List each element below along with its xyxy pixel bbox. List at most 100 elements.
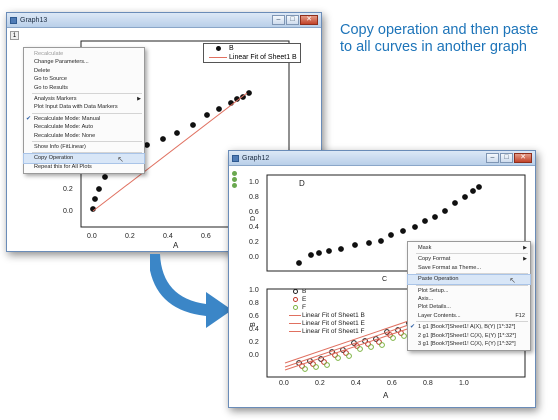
data-point-d	[366, 240, 372, 246]
data-point-e	[354, 343, 360, 349]
data-point-e	[387, 332, 393, 338]
graph13-menu-item[interactable]: Go to Results	[24, 84, 144, 92]
maximize-button[interactable]: □	[286, 15, 299, 25]
graph12-menu-item[interactable]: 2 g1 [Book7]Sheet1! C(X), E(Y) [1*:32*]	[408, 332, 530, 340]
menu-item-label: Recalculate Mode: Auto	[34, 124, 94, 131]
data-point-e	[343, 350, 349, 356]
graph12-menu-item[interactable]: Plot Details...	[408, 303, 530, 311]
graph13-xlabel: A	[173, 241, 179, 250]
data-point-d	[352, 242, 358, 248]
tick-label: 0.6	[249, 209, 259, 216]
menu-item-label: Layer Contents...	[418, 312, 461, 319]
graph13-menu-item[interactable]: Plot Input Data with Data Markers	[24, 103, 144, 111]
graph12-menu-item[interactable]: Mask ▶	[408, 244, 530, 252]
graph12-menu-item[interactable]: Axis...	[408, 295, 530, 303]
data-point-f	[368, 344, 374, 350]
graph12-menu-item[interactable]: Plot Setup...	[408, 287, 530, 295]
data-point-f	[313, 364, 319, 370]
data-point-d	[338, 246, 344, 252]
data-point-d	[296, 260, 302, 266]
close-button[interactable]: ✕	[300, 15, 318, 25]
graph13-menu-item[interactable]: ✔ Recalculate Mode: Manual	[24, 115, 144, 123]
menu-item-label: Plot Setup...	[418, 287, 449, 294]
tick-label: 0.2	[249, 239, 259, 246]
submenu-arrow-icon: ▶	[523, 245, 527, 251]
data-point-f	[335, 355, 341, 361]
maximize-button[interactable]: □	[500, 153, 513, 163]
data-point-b	[216, 106, 222, 112]
layer-indicator[interactable]: 1	[10, 31, 19, 40]
graph12-menu-item[interactable]: Paste Operation ↖	[407, 274, 531, 285]
menu-separator	[32, 92, 142, 94]
menu-separator	[32, 112, 142, 114]
data-point-b	[204, 112, 210, 118]
graph13-titlebar[interactable]: Graph13 – □ ✕	[7, 13, 321, 28]
graph12-menu-item[interactable]: 3 g1 [Book7]Sheet1! C(X), F(Y) [1*:32*]	[408, 340, 530, 348]
graph13-menu-item[interactable]: Change Parameters...	[24, 58, 144, 66]
data-point-e	[310, 361, 316, 367]
graph13-menu-item[interactable]: Go to Source	[24, 75, 144, 83]
graph12-context-menu: Mask ▶ Copy Format ▶ Save Format as Theme...…	[407, 241, 531, 352]
graph12-menu-item[interactable]: ✔ 1 g1 [Book7]Sheet1! A(X), B(Y) [1*:32*]	[408, 323, 530, 331]
graph12-legend[interactable]: B E F Linear Fit of Sheet1 B Linear Fit …	[285, 287, 368, 335]
tick-label: 1.0	[249, 287, 259, 294]
linear-fit-line	[92, 92, 248, 212]
menu-item-label: Paste Operation	[418, 276, 459, 283]
close-button[interactable]: ✕	[514, 153, 532, 163]
data-point-b	[92, 196, 98, 202]
tick-label: 0.6	[387, 380, 397, 387]
graph13-menu-item[interactable]: Delete	[24, 67, 144, 75]
tick-label: 0.8	[249, 194, 259, 201]
top-series-label: D	[299, 179, 305, 188]
graph12-menu-item[interactable]: Layer Contents... F12	[408, 312, 530, 320]
graph12-menu-item[interactable]: Copy Format ▶	[408, 255, 530, 263]
minimize-button[interactable]: –	[272, 15, 285, 25]
check-icon: ✔	[26, 115, 32, 122]
data-point-d	[470, 188, 476, 194]
top-xlabel: C	[382, 276, 388, 283]
fit-line-symbol-icon	[289, 322, 301, 324]
top-plot-frame	[266, 174, 526, 272]
submenu-arrow-icon: ▶	[523, 256, 527, 263]
graph13-title: Graph13	[20, 16, 48, 24]
menu-item-label: Analysis Markers	[34, 95, 77, 102]
graph13-menu-item[interactable]: Analysis Markers ▶	[24, 95, 144, 103]
data-point-b	[96, 186, 102, 192]
graph-window-icon	[232, 154, 239, 162]
graph13-menu-item[interactable]: Repeat this for All Plots	[24, 163, 144, 171]
menu-separator	[32, 152, 142, 154]
data-point-e	[376, 339, 382, 345]
mouse-cursor-icon: ↖	[117, 155, 124, 165]
menu-item-label: 2 g1 [Book7]Sheet1! C(X), E(Y) [1*:32*]	[418, 332, 516, 339]
data-point-d	[400, 228, 406, 234]
graph12-plot	[266, 174, 526, 378]
tick-label: 0.0	[87, 233, 97, 240]
graph12-menu-item[interactable]: Save Format as Theme...	[408, 264, 530, 272]
open-circle-symbol-icon	[292, 296, 298, 302]
menu-item-label: Go to Source	[34, 76, 67, 83]
graph13-menu-item[interactable]: Recalculate Mode: Auto	[24, 123, 144, 131]
minimize-button[interactable]: –	[486, 153, 499, 163]
submenu-arrow-icon: ▶	[137, 95, 141, 102]
graph13-menu-item[interactable]: Recalculate	[24, 50, 144, 58]
data-point-f	[324, 362, 330, 368]
menu-item-label: Plot Details...	[418, 304, 451, 311]
menu-item-label: Delete	[34, 67, 51, 74]
graph13-menu-item[interactable]: Recalculate Mode: None	[24, 132, 144, 140]
data-point-d	[432, 214, 438, 220]
legend-entry-b: B	[204, 44, 300, 53]
data-point-e	[332, 352, 338, 358]
layer-indicators[interactable]	[232, 171, 238, 188]
fit-line-symbol-icon	[209, 57, 227, 58]
graph13-menu-item[interactable]: Copy Operation ↖	[23, 153, 145, 165]
tick-label: 1.0	[249, 179, 259, 186]
graph13-legend[interactable]: B Linear Fit of Sheet1 B	[203, 43, 301, 63]
graph13-menu-item[interactable]: Show Info (FitLinear)	[24, 143, 144, 151]
tick-label: 0.4	[163, 233, 173, 240]
menu-item-label: Repeat this for All Plots	[34, 163, 92, 170]
fit-line-symbol-icon	[289, 330, 301, 332]
data-point-d	[452, 200, 458, 206]
graph12-titlebar[interactable]: Graph12 – □ ✕	[229, 151, 535, 166]
tick-label: 0.2	[249, 339, 259, 346]
data-point-d	[308, 252, 314, 258]
